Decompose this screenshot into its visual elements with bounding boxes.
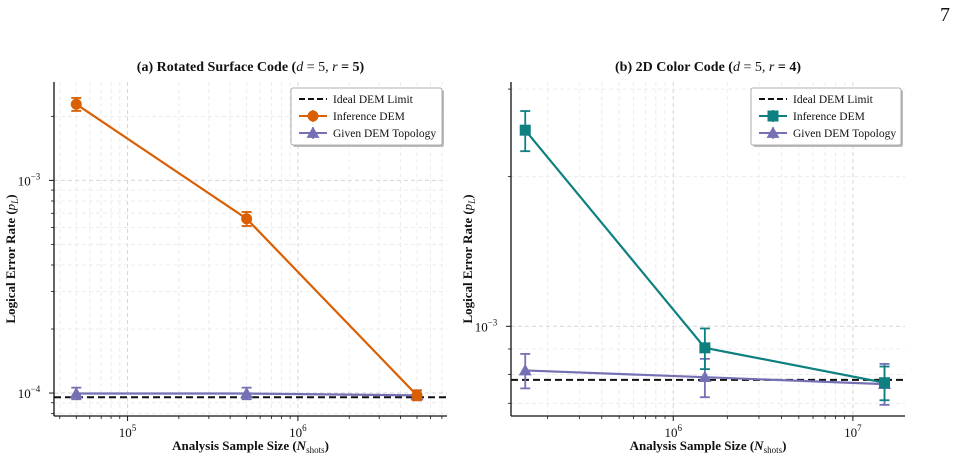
data-point bbox=[699, 342, 711, 354]
x-axis-label: Analysis Sample Size (Nshots) bbox=[630, 438, 787, 455]
x-tick-label: 105 bbox=[119, 423, 137, 440]
legend-entry-label: Given DEM Topology bbox=[793, 128, 896, 140]
data-point bbox=[241, 213, 253, 225]
legend-swatch-marker bbox=[767, 110, 779, 122]
y-axis-label: Logical Error Rate (pL) bbox=[3, 194, 20, 323]
chart-title: (b) 2D Color Code (d = 5, r = 4) bbox=[615, 60, 801, 75]
legend-swatch-marker bbox=[307, 110, 319, 122]
x-tick-label: 106 bbox=[289, 423, 307, 440]
data-point bbox=[519, 124, 531, 136]
legend-entry-label: Inference DEM bbox=[793, 111, 865, 123]
data-point bbox=[698, 370, 712, 383]
legend: Ideal DEM Limit Inference DEM Given DEM To… bbox=[290, 87, 444, 147]
chart-panel-b: 106 107 10−3 (b) 2D Color Code (d = 5, r = … bbox=[460, 60, 905, 455]
legend-entry-label: Given DEM Topology bbox=[333, 128, 436, 140]
page-number: 7 bbox=[940, 4, 950, 26]
legend: Ideal DEM Limit Inference DEM Given DEM To… bbox=[750, 87, 903, 147]
legend-entry-label: Ideal DEM Limit bbox=[793, 94, 874, 106]
x-tick-label: 107 bbox=[844, 423, 862, 440]
x-axis-label: Analysis Sample Size (Nshots) bbox=[172, 438, 329, 455]
legend-entry-label: Ideal DEM Limit bbox=[333, 94, 414, 106]
axis-ticks bbox=[49, 115, 443, 421]
y-tick-label: 10−3 bbox=[18, 171, 41, 188]
data-point bbox=[70, 98, 82, 110]
data-point bbox=[69, 387, 83, 399]
series-inference-dem bbox=[70, 97, 423, 402]
y-tick-label: 10−4 bbox=[18, 384, 41, 401]
data-point bbox=[240, 387, 254, 399]
legend-swatch-marker bbox=[306, 126, 320, 138]
data-point bbox=[518, 363, 532, 376]
legend-swatch-marker bbox=[766, 126, 780, 138]
series-inference-dem bbox=[519, 110, 891, 402]
x-tick-label: 106 bbox=[664, 423, 682, 440]
data-point bbox=[879, 377, 891, 389]
chart-title: (a) Rotated Surface Code (d = 5, r = 5) bbox=[137, 60, 365, 75]
y-axis-label: Logical Error Rate (pL) bbox=[460, 194, 477, 323]
legend-box bbox=[750, 87, 902, 146]
legend-box bbox=[290, 87, 443, 146]
chart-panel-a: 105 106 10−4 10−3 (a) Rotated Surface Code (… bbox=[3, 60, 447, 455]
data-point bbox=[411, 389, 423, 401]
legend-entry-label: Inference DEM bbox=[333, 111, 405, 123]
y-tick-label: 10−3 bbox=[475, 317, 498, 334]
grid bbox=[511, 82, 905, 416]
